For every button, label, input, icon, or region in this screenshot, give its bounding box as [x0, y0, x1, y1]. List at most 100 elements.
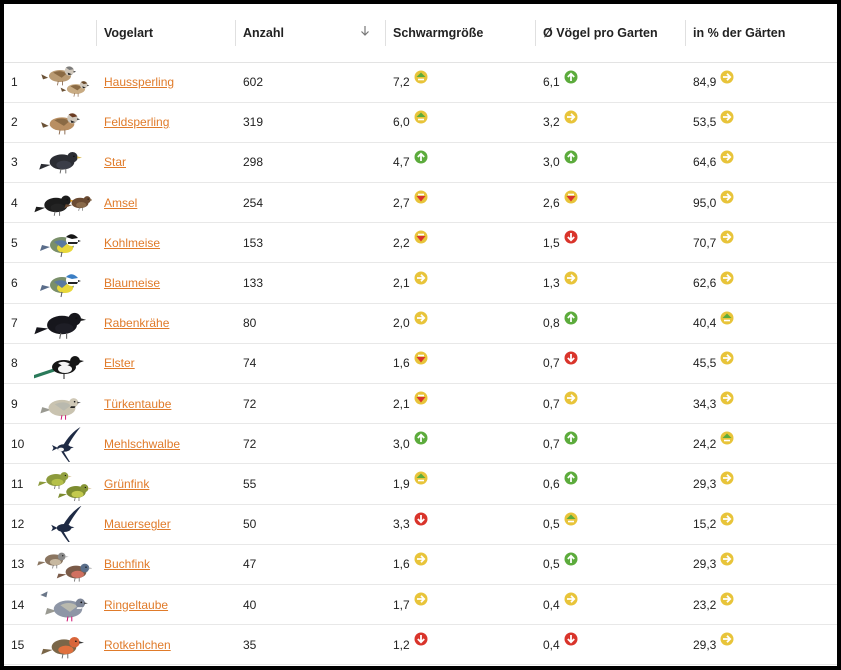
table-row: 2 Feldsperling 319 6,0 3,2 53,5: [4, 102, 837, 143]
species-cell: Blaumeise: [96, 262, 235, 304]
trend-flat-icon: [720, 592, 734, 609]
avg-per-garden-value: 0,7: [543, 436, 560, 451]
species-cell: Amsel: [96, 182, 235, 224]
table-row: 9 Türkentaube 72 2,1 0,7 34,3: [4, 383, 837, 425]
trend-slightly-down-icon: [414, 391, 428, 408]
rank-cell: 13: [4, 544, 30, 585]
species-link[interactable]: Türkentaube: [104, 396, 172, 411]
percent-gardens-value: 23,2: [693, 597, 717, 612]
trend-flat-icon: [720, 471, 734, 488]
species-link[interactable]: Feldsperling: [104, 115, 170, 130]
avg-per-garden-value: 1,5: [543, 235, 560, 250]
swarm-size-value: 1,7: [393, 597, 410, 612]
species-link[interactable]: Star: [104, 155, 127, 170]
species-link[interactable]: Amsel: [104, 195, 138, 210]
count-cell: 55: [235, 463, 385, 505]
trend-flat-icon: [720, 70, 734, 87]
species-cell: Türkentaube: [96, 383, 235, 425]
species-cell: Ringeltaube: [96, 584, 235, 626]
house-sparrow-icon: [34, 64, 92, 100]
header-swarm-size[interactable]: Schwarmgröße: [385, 4, 535, 63]
species-cell: Mauersegler: [96, 504, 235, 545]
swarm-size-value: 2,0: [393, 316, 410, 331]
avg-per-garden-cell: 0,7: [535, 343, 685, 385]
species-cell: Rotkehlchen: [96, 624, 235, 666]
trend-flat-icon: [720, 632, 734, 649]
species-link[interactable]: Mauersegler: [104, 517, 171, 532]
species-link[interactable]: Elster: [104, 356, 135, 371]
table-row: 13 Buchfink 47 1,6 0,5 29,3: [4, 544, 837, 585]
species-cell: Mehlschwalbe: [96, 423, 235, 465]
trend-slightly-down-icon: [414, 190, 428, 207]
swarm-size-cell: 3,0: [385, 423, 535, 465]
greenfinch-icon: [34, 466, 92, 502]
swarm-size-value: 2,7: [393, 195, 410, 210]
swarm-size-value: 4,7: [393, 155, 410, 170]
species-link[interactable]: Buchfink: [104, 557, 151, 572]
house-martin-icon: [34, 426, 92, 462]
trend-up-icon: [564, 431, 578, 448]
avg-per-garden-value: 3,2: [543, 115, 560, 130]
swarm-size-cell: 2,1: [385, 383, 535, 425]
trend-down-icon: [414, 512, 428, 529]
header-percent-gardens[interactable]: in % der Gärten: [685, 4, 837, 63]
avg-per-garden-value: 1,3: [543, 276, 560, 291]
rank-cell: 2: [4, 102, 30, 143]
species-link[interactable]: Ringeltaube: [104, 597, 169, 612]
table-row: 6 Blaumeise 133 2,1 1,3 62,6: [4, 262, 837, 304]
arrow-down-icon[interactable]: [359, 25, 371, 40]
swarm-size-value: 1,6: [393, 557, 410, 572]
swarm-size-cell: 1,7: [385, 584, 535, 626]
swarm-size-value: 3,0: [393, 436, 410, 451]
trend-up-icon: [564, 471, 578, 488]
percent-gardens-value: 29,3: [693, 476, 717, 491]
swarm-size-cell: 1,2: [385, 624, 535, 666]
table-row: 1 Haussperling 602 7,2 6,1 84,9: [4, 62, 837, 103]
rank-cell: 12: [4, 504, 30, 545]
percent-gardens-cell: 70,7: [685, 222, 837, 264]
avg-per-garden-cell: 0,5: [535, 544, 685, 585]
count-cell: 153: [235, 222, 385, 264]
header-count[interactable]: Anzahl: [235, 4, 385, 63]
swarm-size-value: 2,1: [393, 396, 410, 411]
count-cell: 80: [235, 303, 385, 344]
swarm-size-value: 6,0: [393, 115, 410, 130]
species-link[interactable]: Grünfink: [104, 476, 150, 491]
header-swarm-label: Schwarmgröße: [393, 25, 484, 40]
percent-gardens-cell: 64,6: [685, 142, 837, 184]
percent-gardens-value: 70,7: [693, 235, 717, 250]
table-row: 15 Rotkehlchen 35 1,2 0,4 29,3: [4, 624, 837, 666]
results-table-panel: Vogelart Anzahl Schwarmgröße Ø Vögel pro…: [4, 4, 837, 666]
species-link[interactable]: Rabenkrähe: [104, 316, 170, 331]
trend-up-icon: [564, 311, 578, 328]
species-link[interactable]: Rotkehlchen: [104, 637, 171, 652]
avg-per-garden-cell: 6,1: [535, 62, 685, 103]
percent-gardens-cell: 29,3: [685, 463, 837, 505]
bird-image-cell: [30, 262, 96, 304]
swarm-size-cell: 2,1: [385, 262, 535, 304]
avg-per-garden-cell: 0,7: [535, 383, 685, 425]
percent-gardens-value: 34,3: [693, 396, 717, 411]
rank-cell: 1: [4, 62, 30, 103]
swarm-size-cell: 1,9: [385, 463, 535, 505]
bird-count-table: Vogelart Anzahl Schwarmgröße Ø Vögel pro…: [4, 4, 837, 666]
blackbird-icon: [34, 185, 92, 221]
species-link[interactable]: Mehlschwalbe: [104, 436, 181, 451]
species-link[interactable]: Haussperling: [104, 75, 175, 90]
avg-per-garden-cell: 0,4: [535, 624, 685, 666]
swarm-size-cell: 1,6: [385, 544, 535, 585]
header-species[interactable]: Vogelart: [96, 4, 235, 63]
header-avg-per-garden[interactable]: Ø Vögel pro Garten: [535, 4, 685, 63]
trend-flat-icon: [720, 271, 734, 288]
bird-image-cell: [30, 504, 96, 545]
swift-icon: [34, 506, 92, 543]
bird-image-cell: [30, 62, 96, 103]
trend-slightly-up-icon: [414, 471, 428, 488]
percent-gardens-cell: 45,5: [685, 343, 837, 385]
count-cell: 47: [235, 544, 385, 585]
header-species-label: Vogelart: [104, 25, 154, 40]
rank-cell: 9: [4, 383, 30, 425]
starling-icon: [34, 144, 92, 180]
species-link[interactable]: Kohlmeise: [104, 235, 161, 250]
species-link[interactable]: Blaumeise: [104, 276, 161, 291]
